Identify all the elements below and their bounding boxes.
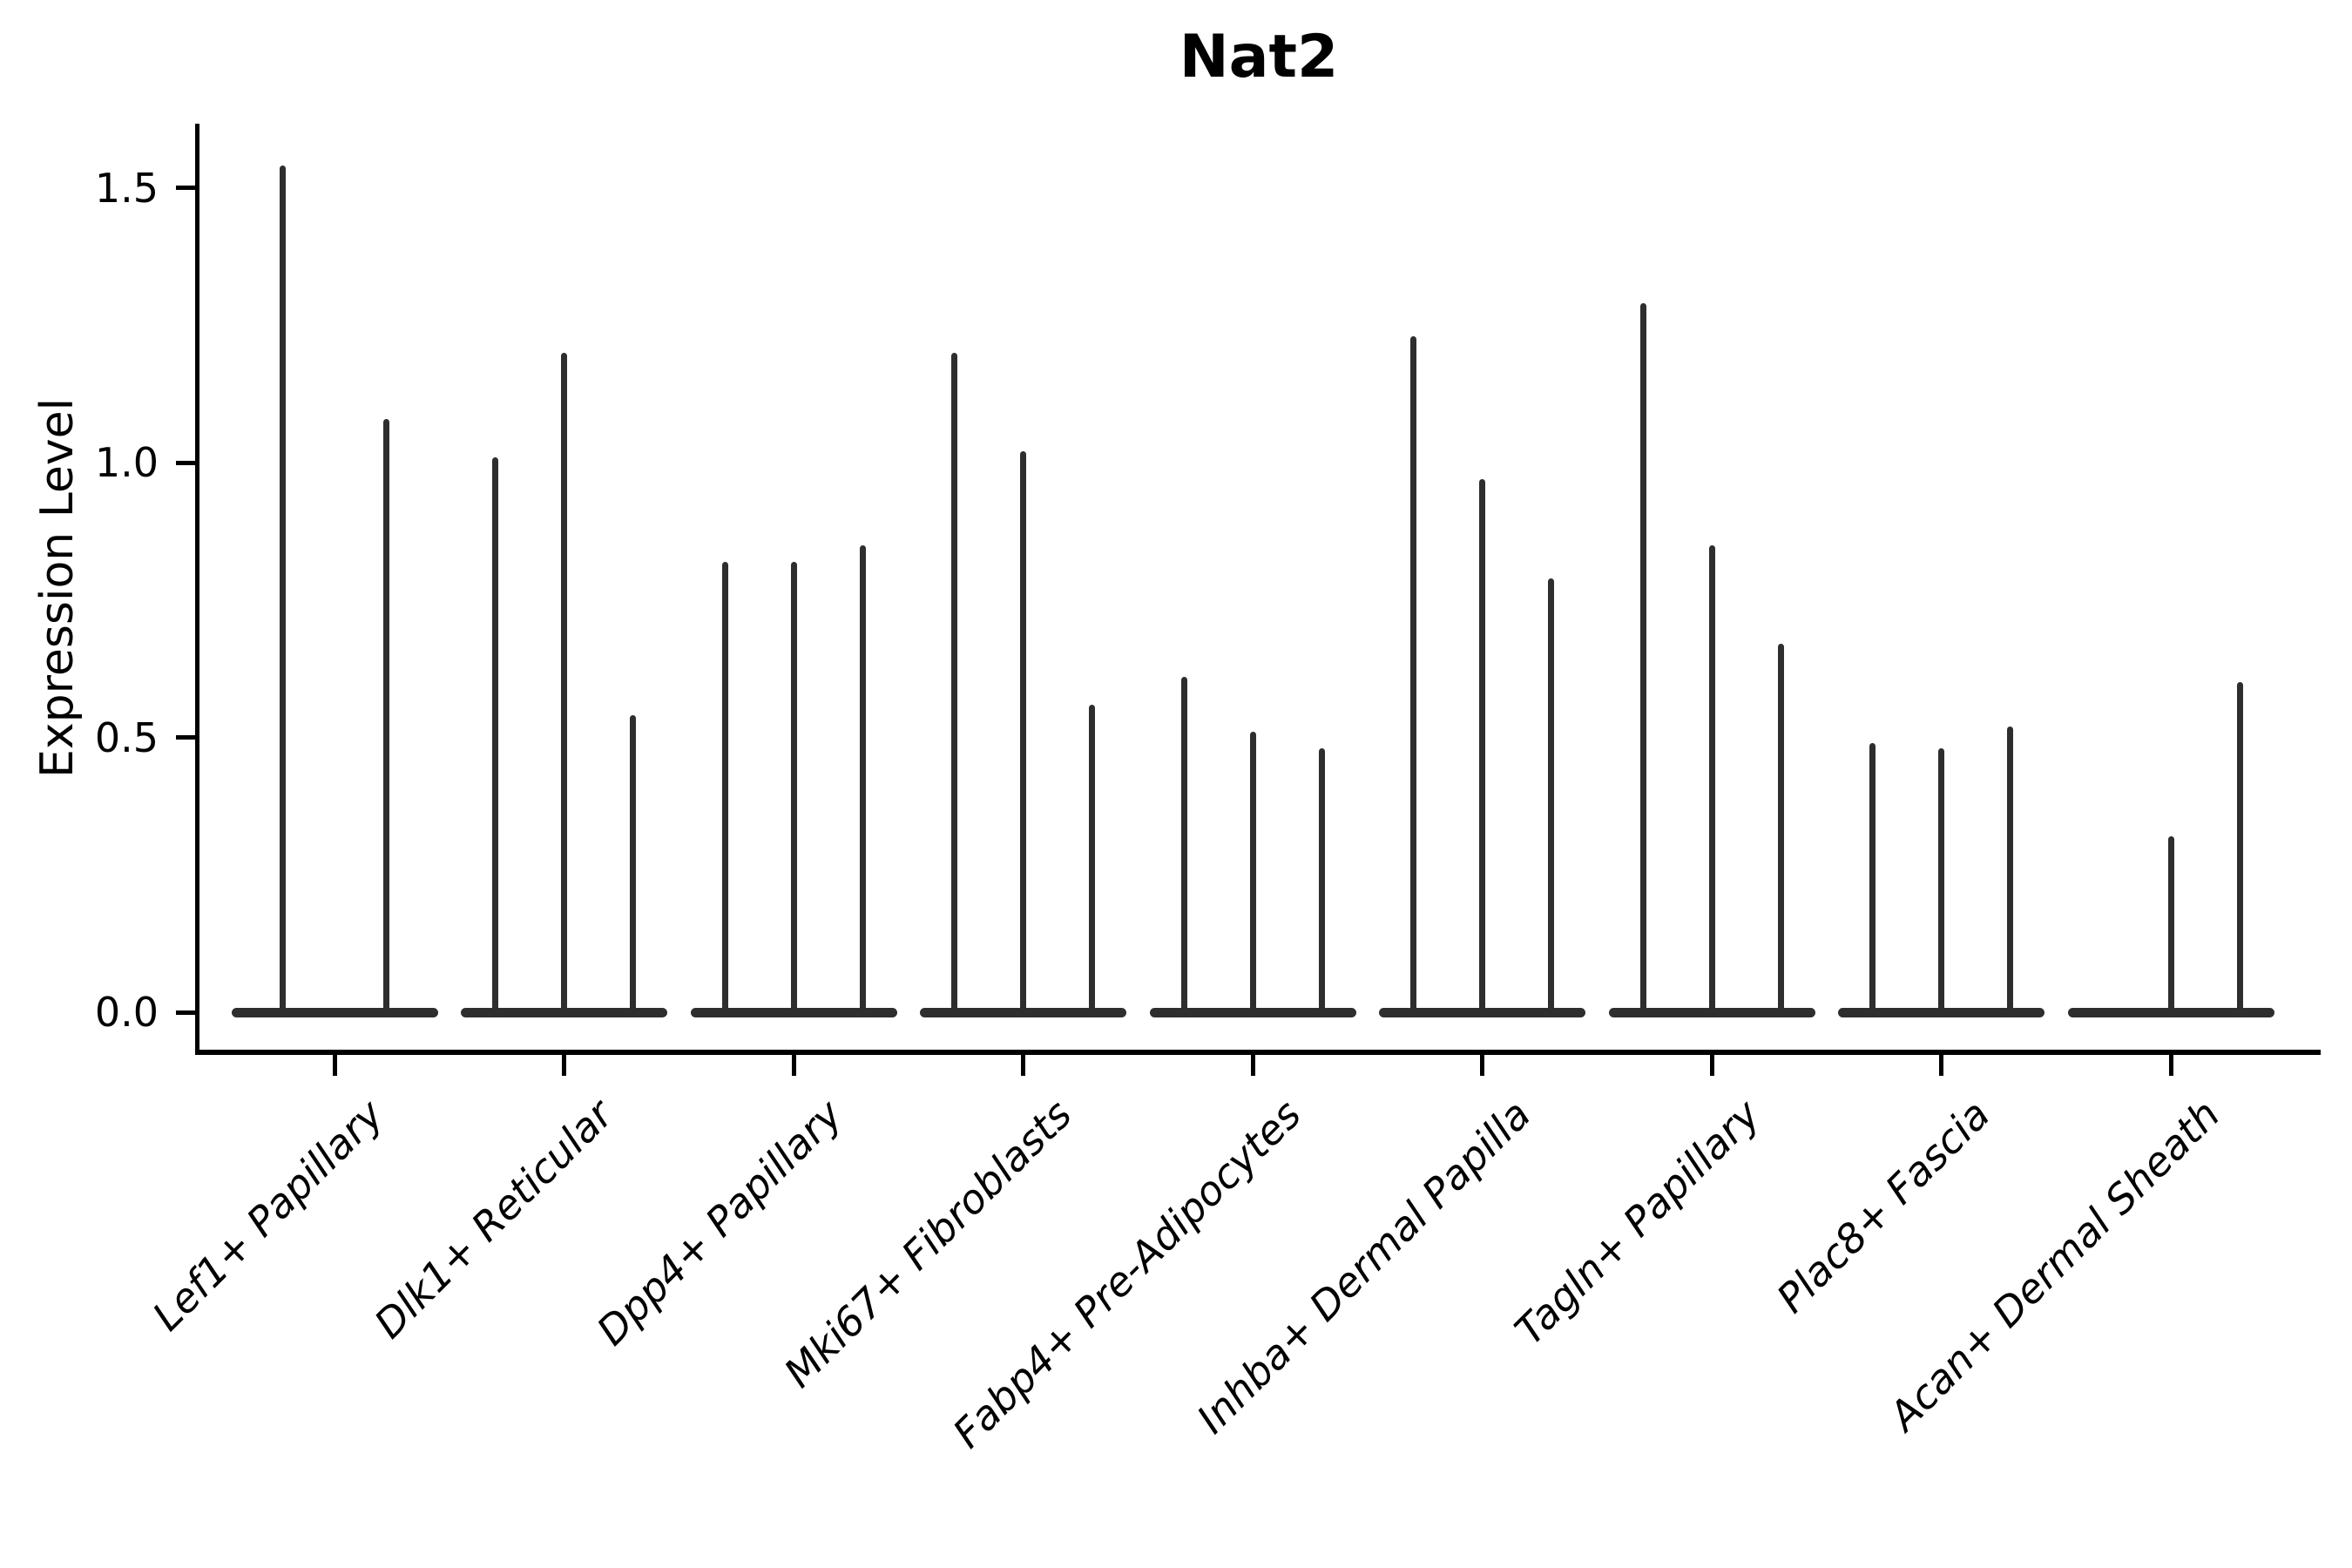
y-axis-spine [195,124,199,1055]
violin-spike [1548,578,1554,1012]
x-tick [1480,1055,1484,1076]
y-tick-label: 1.5 [94,164,159,212]
x-tick [791,1055,796,1076]
violin-spike [721,561,728,1012]
chart-title: Nat2 [1179,23,1339,91]
violin-spike [1708,544,1715,1012]
violin-spike [2236,682,2243,1012]
violin-spike [1020,451,1026,1012]
violin-spike [1318,748,1325,1012]
violin-baseline [1608,1007,1815,1017]
violin-baseline [1838,1007,2044,1017]
y-tick [176,186,195,190]
violin-baseline [920,1007,1126,1017]
violin-spike [2007,726,2013,1012]
violin-spike [1639,303,1646,1012]
x-tick [332,1055,337,1076]
y-tick [176,735,195,740]
x-tick [1021,1055,1025,1076]
violin-spike [1089,704,1095,1012]
y-tick-label: 1.0 [94,439,159,486]
violin-baseline [1149,1007,1356,1017]
violin-spike [1410,335,1416,1012]
violin-spike [1249,732,1256,1012]
violin-spike [630,715,636,1012]
x-tick [2168,1055,2173,1076]
y-tick-label: 0.5 [94,713,159,761]
x-tick [1250,1055,1255,1076]
violin-baseline [2067,1007,2274,1017]
y-tick [176,460,195,465]
violin-spike [1180,677,1187,1012]
violin-spike [1938,748,1944,1012]
violin-spike [382,418,389,1012]
y-tick-label: 0.0 [94,989,159,1036]
x-tick [562,1055,566,1076]
violin-spike [951,352,957,1012]
violin-spike [1479,478,1485,1012]
x-axis-spine [195,1050,2321,1055]
violin-spike [2167,836,2174,1012]
violin-baseline [231,1007,438,1017]
violin-spike [859,544,866,1012]
x-tick-label: Tagln+ Papillary [1505,1091,1770,1355]
violin-baseline [1379,1007,1585,1017]
violin-spike [561,352,567,1012]
violin-baseline [461,1007,667,1017]
violin-spike [492,456,498,1012]
x-tick-label: Dlk1+ Reticular [365,1091,622,1348]
violin-baseline [690,1007,897,1017]
x-tick-label: Plac8+ Fascia [1767,1091,1999,1322]
violin-spike [790,561,797,1012]
x-tick-label: Lef1+ Papillary [143,1091,393,1340]
x-tick [1709,1055,1714,1076]
violin-spike [1869,742,1876,1012]
violin-spike [280,166,287,1012]
x-tick [1939,1055,1943,1076]
y-tick [176,1010,195,1015]
x-tick-label: Dpp4+ Papillary [587,1091,852,1355]
violin-spike [1777,644,1784,1012]
